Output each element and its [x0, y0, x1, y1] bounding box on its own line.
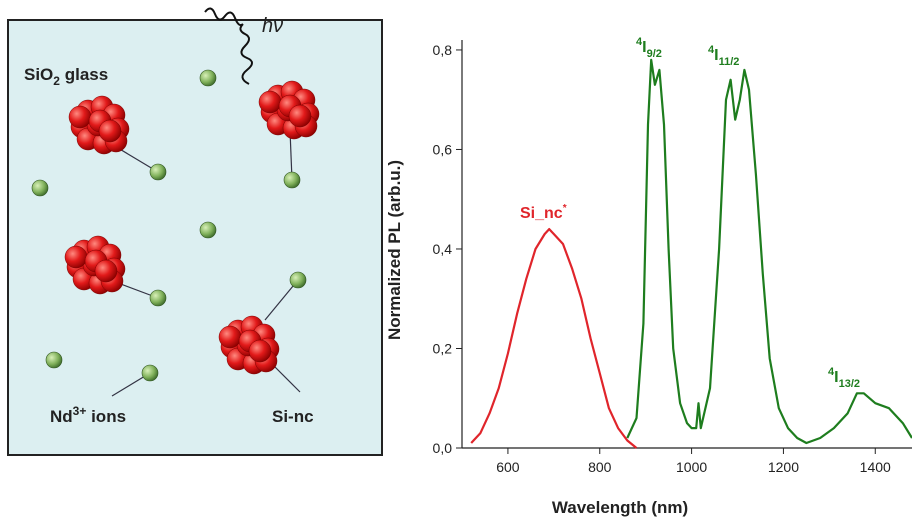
annotation-pre: 4 [828, 366, 835, 378]
x-tick-label: 600 [496, 459, 520, 475]
y-tick-label: 0,8 [433, 42, 453, 58]
si-atom [288, 104, 312, 128]
chart: Wavelength (nm) Normalized PL (arb.u.) 0… [385, 36, 912, 517]
x-tick-label: 1200 [768, 459, 799, 475]
si-atom [258, 90, 282, 114]
annotation-main: I [714, 47, 718, 64]
annotation: Si_nc* [520, 203, 567, 222]
si-atom [218, 325, 242, 349]
nd-ion [149, 163, 167, 181]
nd-ion [199, 221, 217, 239]
si-atom [64, 245, 88, 269]
x-tick-label: 1400 [860, 459, 891, 475]
particles [31, 69, 320, 397]
nd-ion [149, 289, 167, 307]
ion-label: Nd3+ ions [50, 404, 126, 426]
annotation: 4I13/2 [828, 366, 860, 390]
y-tick-label: 0,4 [433, 241, 453, 257]
x-tick-label: 1000 [676, 459, 707, 475]
annotation-sup: * [563, 203, 567, 214]
annotation-pre: 4 [636, 36, 643, 48]
nd-ion [199, 69, 217, 87]
series-line [626, 58, 912, 445]
y-axis-label: Normalized PL (arb.u.) [385, 160, 404, 340]
nd-ion [289, 271, 307, 289]
matrix-label: SiO2 glass [24, 65, 108, 88]
photon [204, 7, 253, 85]
x-tick-label: 800 [588, 459, 612, 475]
y-tick-label: 0,6 [433, 141, 453, 157]
nd-ion [141, 364, 159, 382]
link [264, 279, 299, 321]
si-atom [248, 339, 272, 363]
annotation-main: Si_nc [520, 205, 563, 222]
nd-ion [283, 171, 301, 189]
schematic: hν SiO2 glass Nd3+ ions Si-nc [7, 7, 383, 456]
annotation-main: I [834, 369, 838, 386]
photon-label: hν [262, 15, 283, 37]
annotation-sub: 9/2 [647, 48, 662, 60]
annotation-pre: 4 [708, 44, 715, 56]
y-tick-label: 0,0 [433, 440, 453, 456]
cluster-label: Si-nc [272, 407, 314, 426]
glass-matrix [7, 19, 383, 456]
annotation: 4I11/2 [708, 44, 739, 68]
si-atom [68, 105, 92, 129]
nd-ion [31, 179, 49, 197]
annotation-sub: 11/2 [719, 56, 740, 68]
si-atom [98, 119, 122, 143]
x-axis-label: Wavelength (nm) [552, 498, 688, 517]
nd-ion [45, 351, 63, 369]
annotation: 4I9/2 [636, 36, 662, 60]
annotation-sub: 13/2 [839, 378, 860, 390]
y-tick-label: 0,2 [433, 340, 453, 356]
si-atom [94, 259, 118, 283]
series-line [470, 228, 638, 449]
annotation-main: I [642, 39, 646, 56]
